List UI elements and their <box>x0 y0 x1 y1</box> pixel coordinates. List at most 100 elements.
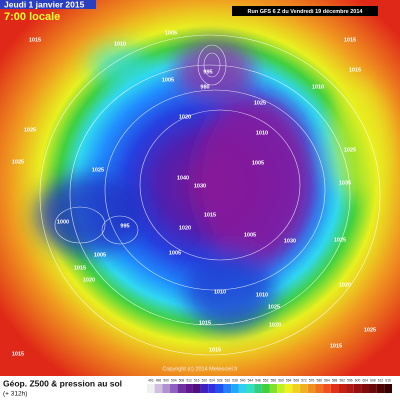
isobar-label: 1025 <box>364 327 376 333</box>
colorbar-swatch <box>330 384 339 393</box>
isobar-label: 995 <box>120 223 129 229</box>
colorbar-swatch <box>162 384 170 393</box>
isobar-label: 1030 <box>194 183 206 189</box>
isobar-label: 1010 <box>214 289 226 295</box>
colorbar-label: 612 <box>378 378 384 382</box>
colorbar-swatch <box>231 384 239 393</box>
colorbar-label: 572 <box>301 378 307 382</box>
isobar-label: 1020 <box>179 114 191 120</box>
colorbar-label: 576 <box>309 378 315 382</box>
copyright: Copyright (c) 2014 Meteociel.fr <box>162 366 237 372</box>
run: Run GFS 6 Z du Vendredi 19 décembre 2014 <box>248 9 364 15</box>
colorbar-swatch <box>384 384 392 393</box>
colorbar-swatch <box>353 384 362 393</box>
isobar-label: 1010 <box>114 41 126 47</box>
colorbar-label: 600 <box>355 378 361 382</box>
colorbar-swatch <box>185 384 193 393</box>
colorbar-swatch <box>254 384 262 393</box>
isobar-label: 980 <box>200 84 209 90</box>
colorbar-label: 588 <box>332 378 338 382</box>
isobar-label: 1015 <box>12 351 24 357</box>
colorbar-swatch <box>200 384 209 393</box>
colorbar-label: 492 <box>148 378 154 382</box>
isobar-label: 1005 <box>165 30 177 36</box>
colorbar-label: 548 <box>255 378 261 382</box>
lead-time: (+ 312h) <box>3 391 27 398</box>
colorbar-swatch <box>323 384 331 393</box>
colorbar-swatch <box>223 384 232 393</box>
colorbar-swatch <box>307 384 316 393</box>
colorbar-label: 584 <box>324 378 330 382</box>
isobar-label: 1015 <box>199 320 211 326</box>
isobar-label: 1015 <box>344 37 356 43</box>
time: 7:00 locale <box>4 11 60 23</box>
colorbar-label: 616 <box>385 378 391 382</box>
isobar-label: 1000 <box>57 219 69 225</box>
colorbar-swatch <box>361 384 370 393</box>
date: Jeudi 1 janvier 2015 <box>4 0 85 9</box>
colorbar-label: 520 <box>202 378 208 382</box>
colorbar-label: 608 <box>370 378 376 382</box>
colorbar: 492 496 500 504 508 512 516 520 524 528 532 536 540 5… <box>147 378 392 393</box>
colorbar-swatch <box>292 384 301 393</box>
colorbar-swatch <box>169 384 178 393</box>
colorbar-swatch <box>238 384 247 393</box>
colorbar-label: 596 <box>347 378 353 382</box>
isobar-label: 1005 <box>244 232 256 238</box>
isobar-label: 1025 <box>12 159 24 165</box>
isobar-label: 1010 <box>256 292 268 298</box>
isobar-label: 1010 <box>312 84 324 90</box>
colorbar-label: 500 <box>163 378 169 382</box>
field-blobs <box>35 40 390 330</box>
colorbar-label: 528 <box>217 378 223 382</box>
isobar-label: 1040 <box>177 175 189 181</box>
colorbar-label: 564 <box>286 378 292 382</box>
colorbar-label: 512 <box>186 378 192 382</box>
isobar-label: 1025 <box>344 147 356 153</box>
colorbar-swatch <box>376 384 385 393</box>
colorbar-label: 496 <box>156 378 162 382</box>
colorbar-swatch <box>346 384 354 393</box>
colorbar-swatch <box>208 384 216 393</box>
isobar-label: 1030 <box>284 238 296 244</box>
colorbar-label: 516 <box>194 378 200 382</box>
isobar-label: 1010 <box>256 130 268 136</box>
isobar-label: 1005 <box>169 250 181 256</box>
isobar-label: 1015 <box>29 37 41 43</box>
isobar-label: 1035 <box>339 180 351 186</box>
colorbar-label: 604 <box>362 378 368 382</box>
isobar-label: 1020 <box>269 322 281 328</box>
colorbar-label: 544 <box>248 378 254 382</box>
isobar-label: 1025 <box>254 100 266 106</box>
run-box <box>232 6 378 16</box>
isobar-label: 1025 <box>92 167 104 173</box>
colorbar-swatch <box>284 384 293 393</box>
date-box <box>0 0 96 9</box>
colorbar-label: 552 <box>263 378 269 382</box>
isobar-label: 1025 <box>334 237 346 243</box>
footer-title: Géop. Z500 & pression au sol <box>3 378 122 388</box>
isobar-label: 1015 <box>330 343 342 349</box>
colorbar-label: 568 <box>294 378 300 382</box>
colorbar-swatch <box>177 384 186 393</box>
colorbar-swatch <box>369 384 377 393</box>
isobar-label: 1020 <box>179 225 191 231</box>
colorbar-label: 524 <box>209 378 215 382</box>
colorbar-label: 540 <box>240 378 246 382</box>
colorbar-swatch <box>154 384 163 393</box>
colorbar-swatch <box>215 384 224 393</box>
colorbar-swatch <box>300 384 308 393</box>
isobar-label: 1005 <box>94 252 106 258</box>
isobar-label: 1015 <box>349 67 361 73</box>
colorbar-swatch <box>277 384 285 393</box>
isolines <box>39 34 381 356</box>
colorbar-swatch <box>246 384 255 393</box>
colorbar-swatch <box>147 384 155 393</box>
isobar-label: 1015 <box>209 347 221 353</box>
colorbar-swatch <box>338 384 347 393</box>
colorbar-label: 536 <box>232 378 238 382</box>
isobar-label: 1020 <box>339 282 351 288</box>
colorbar-label: 592 <box>339 378 345 382</box>
isobar-label: 1025 <box>268 304 280 310</box>
